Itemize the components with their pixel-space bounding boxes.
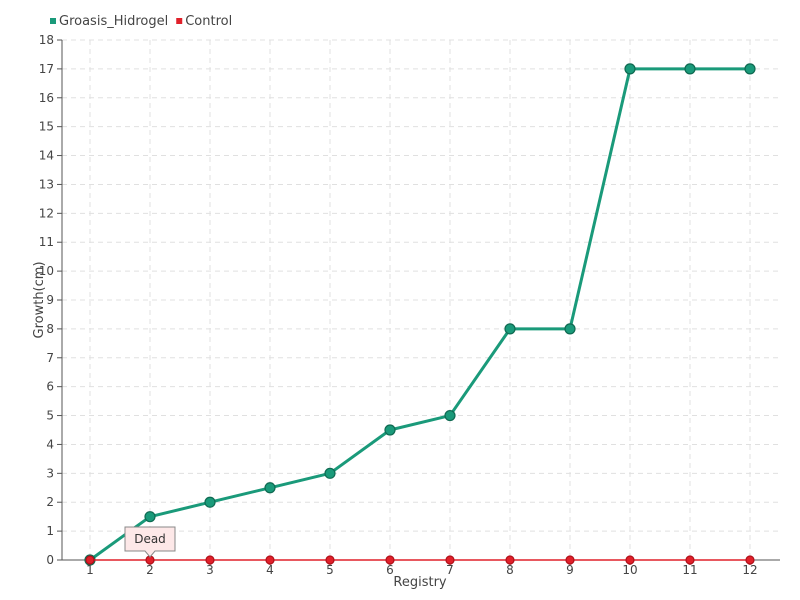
data-point-control[interactable] [265,555,275,565]
y-tick-label: 8 [46,322,54,336]
x-tick-label: 5 [326,563,334,577]
x-tick-label: 11 [682,563,697,577]
tooltip: Dead [124,526,176,558]
data-point-control[interactable] [205,555,215,565]
y-tick-label: 0 [46,553,54,567]
data-point-groasis-hidrogel[interactable] [684,63,696,75]
data-point-control[interactable] [745,555,755,565]
legend-swatch-groasis-hidrogel [50,18,56,24]
x-tick-label: 2 [146,563,154,577]
y-tick-label: 2 [46,495,54,509]
x-tick-label: 10 [622,563,637,577]
grid [62,39,780,560]
x-tick-label: 7 [446,563,454,577]
data-point-control[interactable] [325,555,335,565]
data-point-control[interactable] [445,555,455,565]
data-point-control[interactable] [85,555,95,565]
data-point-groasis-hidrogel[interactable] [324,467,336,479]
data-point-control[interactable] [685,555,695,565]
x-tick-label: 6 [386,563,394,577]
x-tick-label: 1 [86,563,94,577]
data-point-groasis-hidrogel[interactable] [204,496,216,508]
y-tick-label: 7 [46,351,54,365]
data-point-control[interactable] [505,555,515,565]
data-point-control[interactable] [385,555,395,565]
x-tick-label: 12 [742,563,757,577]
data-point-groasis-hidrogel[interactable] [744,63,756,75]
y-tick-label: 17 [39,62,54,76]
data-point-groasis-hidrogel[interactable] [384,424,396,436]
y-tick-label: 11 [39,235,54,249]
x-tick-label: 9 [566,563,574,577]
data-point-control[interactable] [625,555,635,565]
legend: Groasis_Hidrogel Control [50,14,232,29]
data-point-groasis-hidrogel[interactable] [264,482,276,494]
data-point-control[interactable] [565,555,575,565]
y-tick-label: 6 [46,380,54,394]
y-tick-label: 13 [39,177,54,191]
series-layer [84,63,756,566]
x-tick-label: 3 [206,563,214,577]
y-tick-label: 4 [46,437,54,451]
data-point-groasis-hidrogel[interactable] [144,511,156,523]
x-tick-label: 4 [266,563,274,577]
data-point-groasis-hidrogel[interactable] [444,409,456,422]
y-tick-label: 18 [39,33,54,47]
legend-swatch-control [176,18,183,24]
data-point-groasis-hidrogel[interactable] [624,63,636,75]
y-axis-title: Growth(cm) [32,261,47,338]
y-tick-label: 16 [39,91,54,105]
tooltip-label: Dead [134,532,166,546]
y-tick-label: 15 [39,120,54,134]
series-line-groasis-hidrogel [89,67,750,562]
y-tick-label: 12 [39,206,54,220]
legend-label-groasis-hidrogel[interactable]: Groasis_Hidrogel [59,14,168,29]
x-axis-title: Registry [393,575,447,590]
y-tick-label: 5 [46,409,54,423]
y-tick-label: 10 [39,264,54,278]
x-tick-label: 8 [506,563,514,577]
tooltip-box [124,526,176,558]
y-tick-label: 3 [46,466,54,480]
data-point-groasis-hidrogel[interactable] [564,323,576,335]
y-tick-label: 1 [46,524,54,538]
legend-label-control[interactable]: Control [185,14,232,29]
y-tick-label: 9 [46,293,54,307]
data-point-groasis-hidrogel[interactable] [504,323,516,335]
y-tick-label: 14 [39,149,54,163]
